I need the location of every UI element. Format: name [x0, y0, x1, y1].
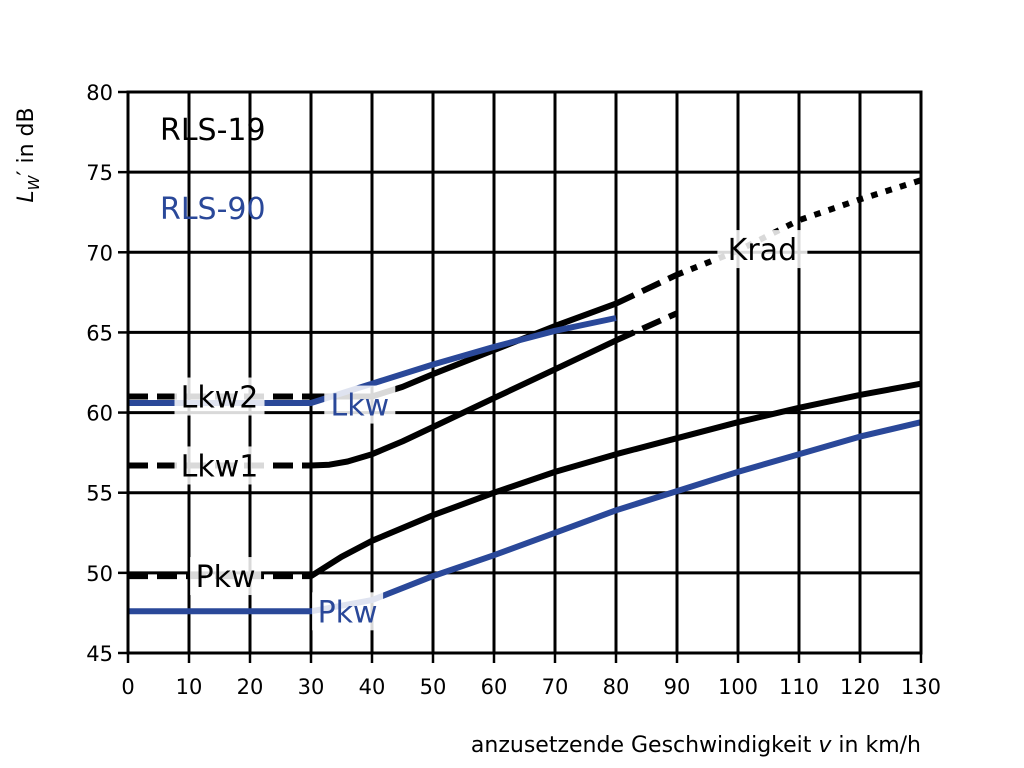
series-line-pkw-rls-19 — [309, 380, 922, 579]
x-tick-label: 0 — [121, 675, 134, 699]
series-label-bg-krad-rls19 — [717, 230, 808, 269]
y-tick-label: 60 — [86, 402, 113, 426]
y-tick-label: 50 — [86, 562, 113, 586]
series-label-lkw1-rls19: Lkw1 — [181, 449, 259, 484]
x-tick-label: 30 — [298, 675, 325, 699]
x-axis-label-text: anzusetzende Geschwindigkeit — [471, 733, 818, 758]
x-axis-label: anzusetzende Geschwindigkeit v in km/h — [471, 733, 921, 758]
x-tick-label: 50 — [420, 675, 447, 699]
series-line-lkw2-rls-19 — [614, 271, 679, 307]
x-tick-label: 90 — [664, 675, 691, 699]
x-tick-label: 80 — [603, 675, 630, 699]
series-labels: Lkw2 Lkw Lkw1 Pkw Pkw Krad — [174, 230, 808, 631]
x-tick-label: 110 — [779, 675, 819, 699]
series-label-bg-pkw-rls90 — [312, 592, 384, 631]
series-label-pkw-rls90: Pkw — [318, 595, 378, 630]
y-axis-label-unit: in dB — [14, 107, 39, 170]
y-tick-label: 80 — [86, 81, 113, 105]
x-axis-label-unit: in km/h — [831, 733, 921, 758]
x-tick-label: 10 — [176, 675, 203, 699]
series-label-krad-rls19: Krad — [728, 233, 797, 268]
x-tick-label: 100 — [718, 675, 758, 699]
series-line-lkw-rls-90 — [128, 315, 617, 406]
legend-entry-rls-90: RLS-90 — [160, 192, 266, 227]
series-label-lkw-rls90: Lkw — [330, 389, 389, 424]
legend-entry-rls-19: RLS-19 — [160, 113, 266, 148]
y-axis-label: LW′ in dB — [14, 107, 43, 202]
series-line-lkw1-rls-19 — [310, 337, 618, 469]
y-tick-label: 65 — [86, 321, 113, 345]
series-label-pkw-rls19: Pkw — [196, 560, 256, 595]
x-tick-label: 70 — [542, 675, 569, 699]
y-axis-label-prime: ′ — [14, 171, 39, 176]
x-tick-label: 130 — [901, 675, 941, 699]
legend: RLS-19 RLS-90 — [160, 113, 266, 227]
x-axis-label-variable: v — [818, 733, 832, 758]
series-label-bg-lkw2-rls19 — [174, 377, 265, 416]
y-axis-label-symbol: L — [14, 190, 39, 202]
plot-frame — [126, 90, 923, 655]
x-tick-label: 120 — [840, 675, 880, 699]
series-label-bg-lkw1-rls19 — [174, 446, 265, 485]
x-tick-label: 20 — [237, 675, 264, 699]
y-axis-label-subscript: W — [25, 174, 43, 190]
series-label-bg-pkw-rls19 — [190, 557, 262, 596]
axes: 0 10 20 30 40 50 60 70 80 90 100 110 120 130 45 50 55 60 6… — [86, 81, 941, 699]
series-label-lkw2-rls19: Lkw2 — [181, 381, 259, 416]
y-tick-label: 70 — [86, 241, 113, 265]
x-tick-label: 40 — [359, 675, 386, 699]
y-tick-label: 75 — [86, 161, 113, 185]
series-line-lkw1-rls-19 — [614, 310, 679, 344]
series-label-bg-lkw-rls90 — [324, 385, 396, 424]
y-tick-label: 45 — [86, 642, 113, 666]
x-tick-label: 60 — [481, 675, 508, 699]
y-tick-label: 55 — [86, 482, 113, 506]
